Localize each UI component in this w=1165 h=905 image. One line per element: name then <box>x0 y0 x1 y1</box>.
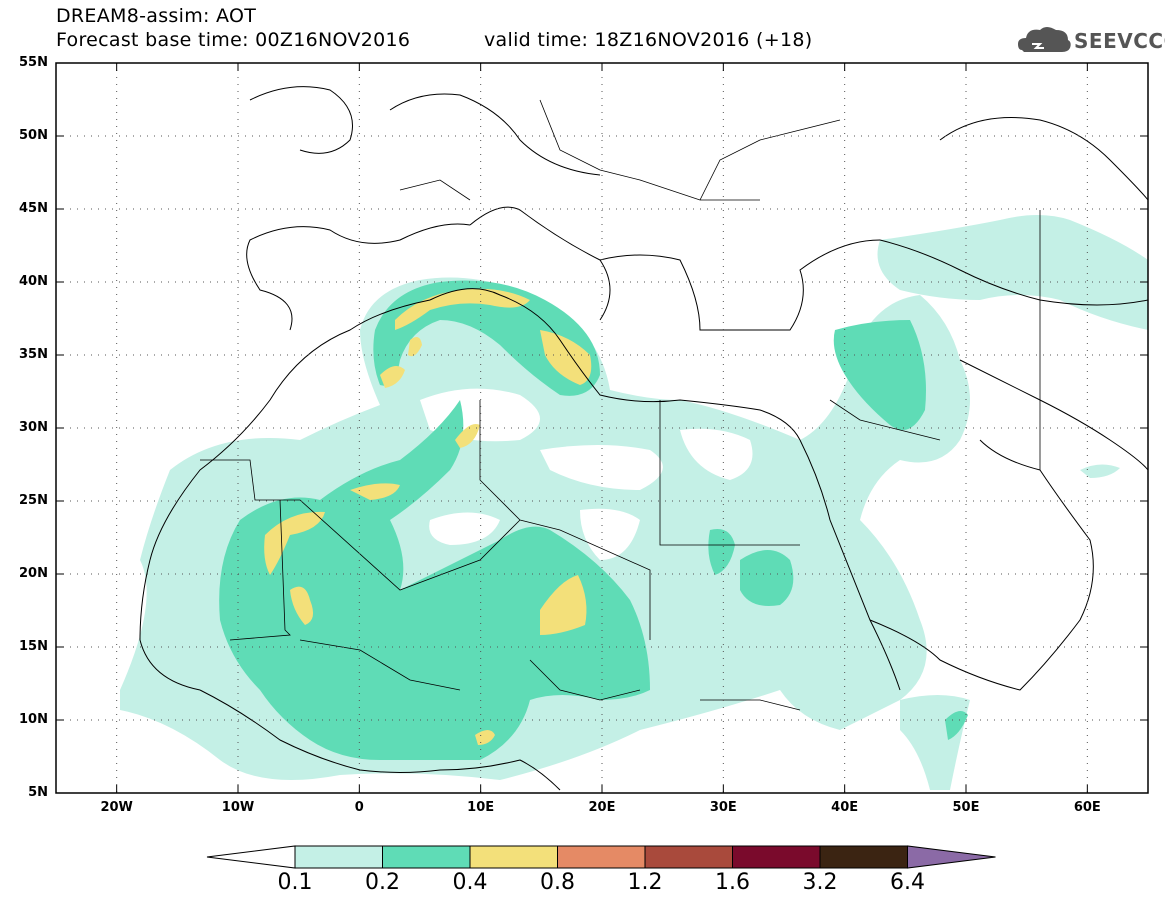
colorbar-label: 0.2 <box>365 870 400 895</box>
lon-label: 50E <box>952 800 980 815</box>
lat-label: 25N <box>19 493 48 508</box>
lon-label: 20E <box>588 800 616 815</box>
colorbar-segment <box>819 845 908 869</box>
lon-label: 30E <box>709 800 737 815</box>
lat-label: 40N <box>19 274 48 289</box>
aot-layer-yellow <box>264 288 592 745</box>
coastlines <box>139 86 1148 791</box>
lat-lon-grid <box>56 63 1148 793</box>
colorbar-label: 0.1 <box>277 870 313 895</box>
colorbar-segment <box>294 845 383 869</box>
colorbar <box>206 845 996 869</box>
lat-label: 45N <box>19 201 48 216</box>
colorbar-label: 6.4 <box>890 870 925 895</box>
cloud-logo-icon <box>1018 27 1071 52</box>
lat-label: 30N <box>19 420 48 435</box>
lat-label: 55N <box>19 55 48 70</box>
lon-label: 60E <box>1073 800 1101 815</box>
lat-label: 35N <box>19 347 48 362</box>
colorbar-label: 3.2 <box>802 870 838 895</box>
lon-label: 0 <box>354 800 364 815</box>
colorbar-label: 0.8 <box>540 870 575 895</box>
colorbar-under-triangle <box>206 845 296 869</box>
lat-label: 20N <box>19 566 48 581</box>
lat-label: 10N <box>19 712 48 727</box>
colorbar-over-triangle <box>907 845 996 869</box>
map-title: DREAM8-assim: AOT <box>56 5 257 27</box>
lon-label: 20W <box>100 800 133 815</box>
lat-label: 5N <box>28 785 48 800</box>
logo-text: SEEVCCC <box>1074 29 1165 53</box>
colorbar-label: 0.4 <box>452 870 488 895</box>
colorbar-segment <box>732 845 821 869</box>
colorbar-segment <box>469 845 558 869</box>
country-borders <box>200 99 1041 711</box>
colorbar-segment <box>557 845 646 869</box>
lon-label: 10E <box>467 800 495 815</box>
lat-label: 50N <box>19 128 48 143</box>
colorbar-segment <box>644 845 733 869</box>
lon-label: 40E <box>831 800 859 815</box>
colorbar-label: 1.6 <box>715 870 750 895</box>
colorbar-segment <box>382 845 471 869</box>
lat-label: 15N <box>19 639 48 654</box>
valid-time: valid time: 18Z16NOV2016 (+18) <box>484 29 813 51</box>
colorbar-label: 1.2 <box>627 870 663 895</box>
lon-label: 10W <box>221 800 255 815</box>
seevccc-logo: SEEVCCC <box>1016 22 1165 58</box>
base-time: Forecast base time: 00Z16NOV2016 <box>56 29 411 51</box>
